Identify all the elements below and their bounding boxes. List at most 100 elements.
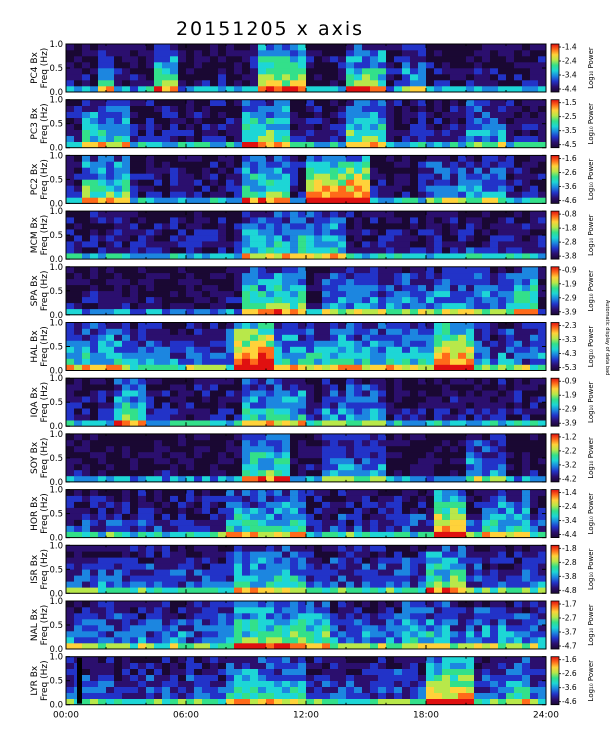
- spectrogram-cell: [442, 68, 451, 75]
- spectrogram-cell: [170, 475, 179, 483]
- spectrogram-cell: [162, 525, 171, 532]
- spectrogram-cell: [322, 390, 331, 397]
- spectrogram-cell: [218, 99, 227, 106]
- spectrogram-cell: [498, 68, 507, 75]
- spectrogram-cell: [482, 155, 491, 162]
- spectrogram-cell: [154, 191, 163, 198]
- spectrogram-cell: [314, 278, 323, 286]
- spectrogram-cell: [154, 445, 163, 453]
- spectrogram-cell: [330, 241, 339, 248]
- spectrogram-cell: [530, 302, 539, 310]
- spectrogram-cell: [466, 390, 475, 397]
- spectrogram-cell: [98, 241, 107, 248]
- spectrogram-cell: [474, 322, 483, 329]
- spectrogram-cell: [98, 197, 107, 204]
- spectrogram-cell: [466, 86, 475, 93]
- spectrogram-cell: [178, 111, 187, 118]
- spectrogram-cell: [506, 433, 515, 441]
- spectrogram-cell: [338, 129, 347, 136]
- spectrogram-cell: [178, 358, 187, 365]
- spectrogram-cell: [170, 123, 179, 130]
- spectrogram-cell: [426, 390, 435, 397]
- spectrogram-cell: [186, 513, 195, 520]
- spectrogram-cell: [426, 197, 435, 204]
- spectrogram-cell: [322, 173, 331, 180]
- spectrogram-cell: [82, 414, 91, 421]
- spectrogram-cell: [266, 62, 275, 69]
- spectrogram-cell: [330, 296, 339, 304]
- spectrogram-cell: [74, 563, 83, 570]
- spectrogram-cell: [290, 185, 299, 192]
- spectrogram-cell: [474, 439, 483, 447]
- spectrogram-cell: [298, 340, 307, 347]
- spectrogram-cell: [106, 364, 115, 371]
- spectrogram-cell: [338, 141, 347, 148]
- spectrogram-cell: [322, 513, 331, 520]
- spectrogram-cell: [114, 439, 123, 447]
- spectrogram-cell: [306, 111, 315, 118]
- spectrogram-cell: [162, 197, 171, 204]
- spectrogram-cell: [538, 414, 547, 421]
- spectrogram-cell: [138, 346, 147, 353]
- spectrogram-cell: [74, 167, 83, 174]
- spectrogram-cell: [434, 340, 443, 347]
- spectrogram-cell: [66, 44, 75, 51]
- spectrogram-cell: [466, 439, 475, 447]
- spectrogram-cell: [538, 141, 547, 148]
- panel-ylabel: HOR Bx: [30, 496, 40, 531]
- spectrogram-cell: [354, 105, 363, 112]
- spectrogram-cell: [282, 117, 291, 124]
- spectrogram-cell: [490, 135, 499, 142]
- spectrogram-cell: [218, 408, 227, 415]
- colorbar: [550, 433, 560, 483]
- spectrogram-cell: [458, 272, 467, 280]
- spectrogram-cell: [482, 358, 491, 365]
- spectrogram-cell: [498, 173, 507, 180]
- spectrogram-cell: [402, 86, 411, 93]
- spectrogram-cell: [354, 531, 363, 538]
- spectrogram-cell: [74, 334, 83, 341]
- spectrogram-cell: [226, 74, 235, 81]
- spectrogram-cell: [322, 247, 331, 254]
- spectrogram-cell: [194, 513, 203, 520]
- spectrogram-cell: [498, 414, 507, 421]
- spectrogram-cell: [434, 364, 443, 371]
- spectrogram-cell: [74, 235, 83, 242]
- spectrogram-cell: [354, 457, 363, 465]
- spectrogram-cell: [330, 105, 339, 112]
- spectrogram-cell: [234, 390, 243, 397]
- y-tick-label: 1.0: [49, 374, 63, 384]
- spectrogram-cell: [178, 501, 187, 508]
- spectrogram-cell: [98, 469, 107, 477]
- spectrogram-cell: [122, 217, 131, 224]
- spectrogram-cell: [354, 346, 363, 353]
- spectrogram-cell: [450, 247, 459, 254]
- spectrogram-cell: [130, 247, 139, 254]
- spectrogram-cell: [434, 197, 443, 204]
- spectrogram-cell: [450, 346, 459, 353]
- spectrogram-cell: [434, 384, 443, 391]
- spectrogram-cell: [114, 235, 123, 242]
- spectrogram-cell: [114, 501, 123, 508]
- spectrogram-cell: [298, 56, 307, 63]
- spectrogram-cell: [250, 50, 259, 57]
- spectrogram-cell: [258, 235, 267, 242]
- spectrogram-cell: [138, 302, 147, 310]
- spectrogram-cell: [178, 278, 187, 286]
- spectrogram-cell: [90, 340, 99, 347]
- spectrogram-cell: [370, 135, 379, 142]
- colorbar-tick-label: -0.9: [562, 377, 577, 386]
- spectrogram-cell: [282, 489, 291, 496]
- spectrogram-cell: [106, 495, 115, 502]
- spectrogram-cell: [226, 364, 235, 371]
- spectrogram-cell: [474, 390, 483, 397]
- spectrogram-cell: [378, 141, 387, 148]
- spectrogram-cell: [170, 414, 179, 421]
- spectrogram-cell: [130, 155, 139, 162]
- spectrogram-cell: [514, 302, 523, 310]
- spectrogram-cell: [314, 86, 323, 93]
- spectrogram-cell: [402, 513, 411, 520]
- spectrogram-cell: [282, 74, 291, 81]
- spectrogram-cell: [146, 308, 155, 316]
